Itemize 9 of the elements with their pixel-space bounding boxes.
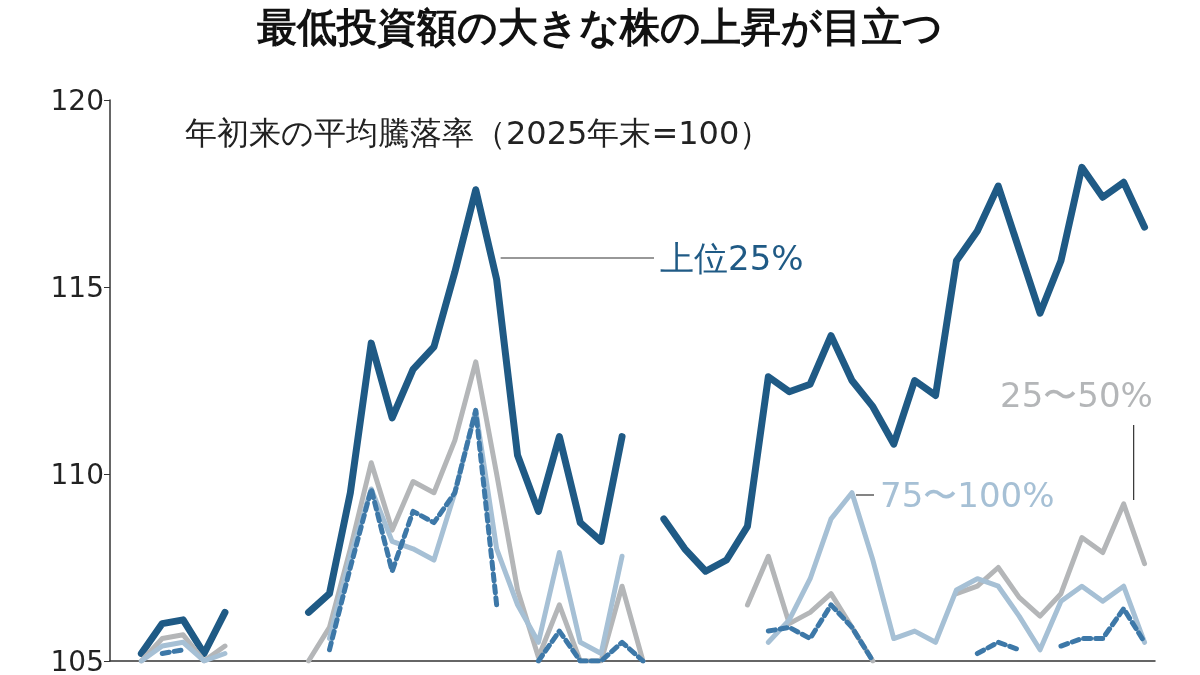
y-tick-label: 115 bbox=[50, 270, 104, 304]
text: 25〜50% bbox=[1000, 375, 1153, 415]
chart-title: 最低投資額の大きな株の上昇が目立つ bbox=[257, 4, 943, 50]
text: 年初来の平均騰落率（2025年末=100） bbox=[185, 114, 772, 152]
y-tick-label: 120 bbox=[50, 83, 104, 117]
series-label: 75〜100% bbox=[880, 475, 1055, 515]
y-tick-label: 105 bbox=[50, 644, 104, 675]
series-label: 上位25% bbox=[660, 238, 804, 278]
y-tick-label: 110 bbox=[50, 457, 104, 491]
